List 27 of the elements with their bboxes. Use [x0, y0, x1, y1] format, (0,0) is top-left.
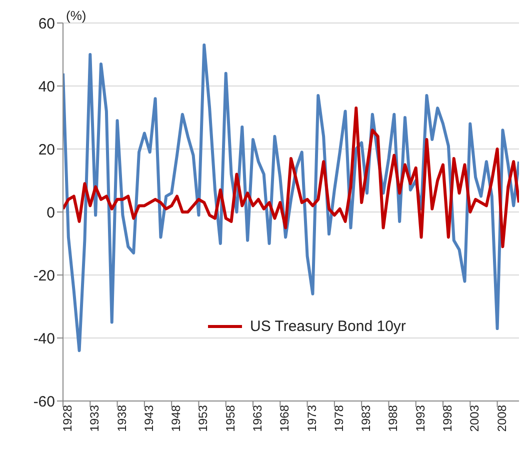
- legend-label: US Treasury Bond 10yr: [249, 318, 407, 335]
- x-tick-label: 1978: [332, 404, 346, 432]
- y-tick-label: -20: [33, 267, 55, 284]
- y-tick-label: -40: [33, 330, 55, 348]
- y-tick-label: 0: [46, 204, 55, 222]
- x-tick-label: 1973: [304, 404, 319, 432]
- y-tick-label: 60: [38, 15, 55, 32]
- y-tick-label: 40: [38, 78, 55, 96]
- x-tick-label: 1948: [169, 404, 184, 432]
- x-tick-label: 1998: [440, 404, 455, 432]
- x-tick-label: 1938: [114, 404, 129, 432]
- x-tick-label: 1963: [250, 404, 265, 432]
- x-tick-label: 1953: [196, 404, 210, 432]
- x-tick-label: 1988: [386, 404, 400, 432]
- y-tick-label: -60: [33, 393, 55, 410]
- x-tick-label: 1983: [359, 404, 374, 432]
- x-tick-label: 1933: [88, 404, 102, 432]
- y-tick-label: 20: [38, 141, 55, 158]
- y-axis-title: (%): [66, 8, 86, 23]
- x-tick-label: 1968: [278, 404, 292, 432]
- line-series: [63, 106, 519, 248]
- x-tick-label: 1928: [60, 404, 75, 432]
- x-tick-label: 2008: [494, 404, 509, 432]
- x-tick-label: 2003: [468, 404, 482, 432]
- x-tick-label: 1958: [223, 404, 238, 432]
- x-tick-label: 1993: [413, 404, 428, 432]
- x-tick-label: 1943: [142, 404, 156, 432]
